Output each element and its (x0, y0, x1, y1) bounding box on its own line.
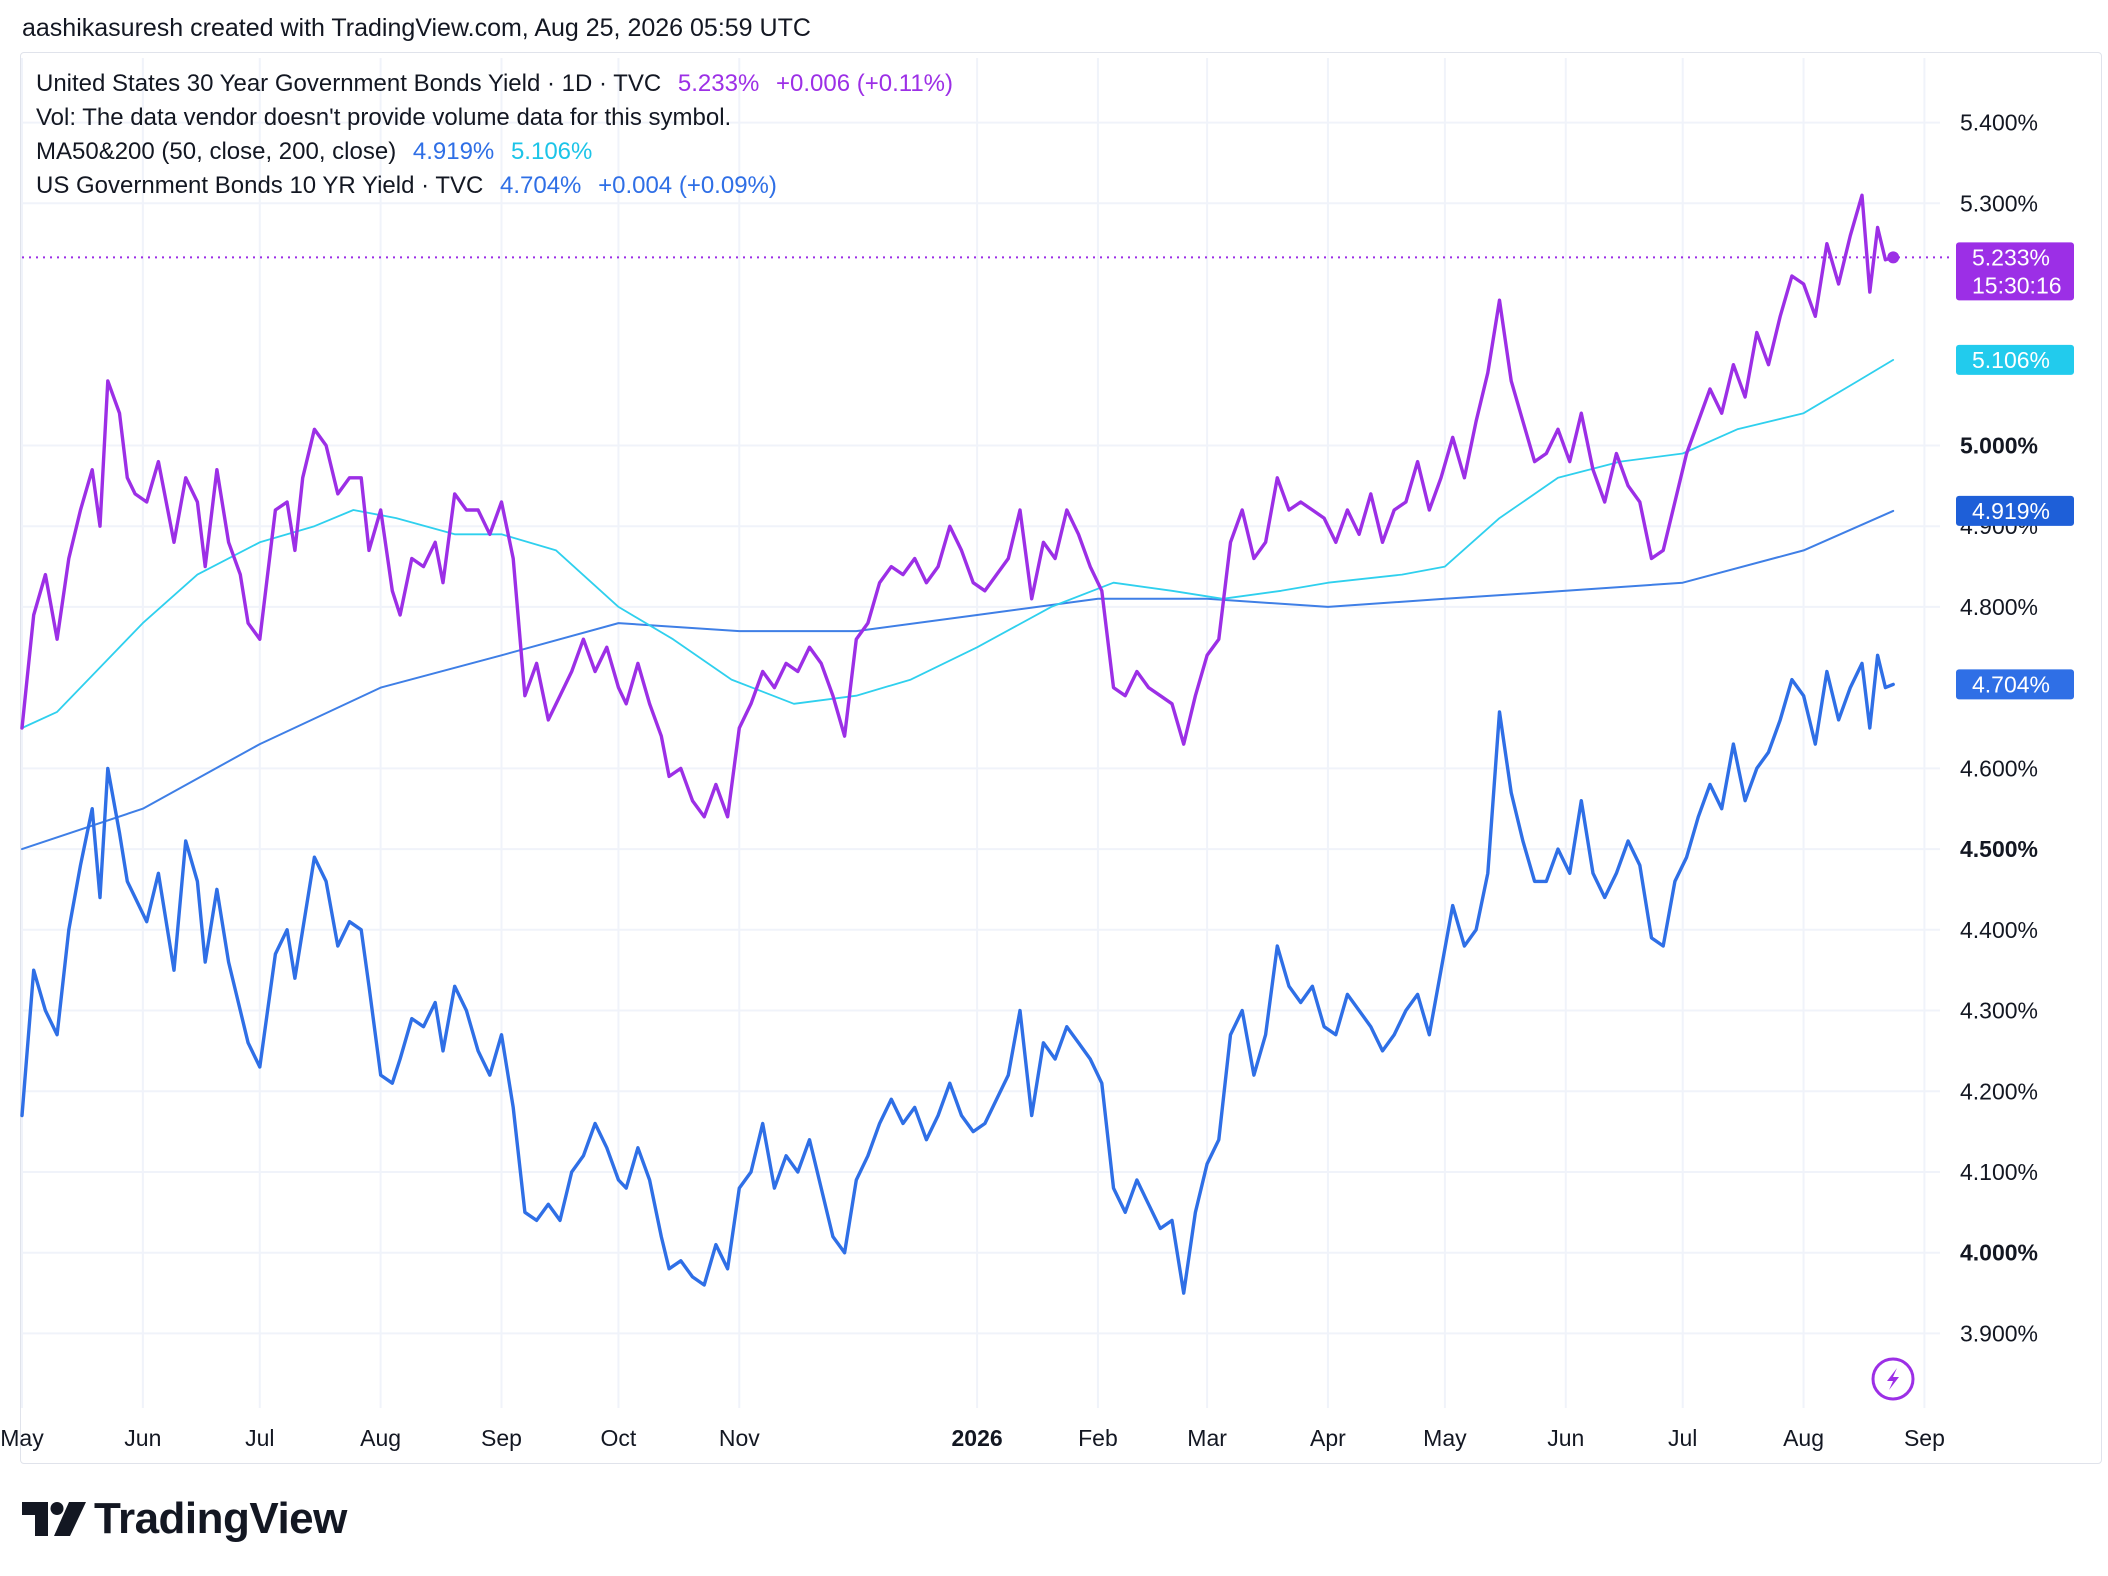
legend-ma-value-1: 4.919% (412, 138, 495, 165)
legend-main-name: United States 30 Year Government Bonds Y… (36, 70, 662, 97)
last-price-marker (1887, 251, 1900, 264)
y-tick-label: 3.900% (1960, 1320, 2038, 1346)
y-tick-label: 5.400% (1960, 110, 2038, 136)
y-tick-label: 4.300% (1960, 998, 2038, 1024)
badge-us10-text: 4.704% (1972, 671, 2050, 697)
x-tick-label: Jul (1668, 1425, 1697, 1451)
price-badges: 5.233%15:30:16 5.106% 4.919% 4.704% (1956, 242, 2074, 700)
y-tick-label: 4.000% (1960, 1240, 2038, 1266)
legend-volume[interactable]: Vol: The data vendor doesn't provide vol… (36, 104, 741, 132)
x-tick-label: Jun (124, 1425, 161, 1451)
legend-ma-name: MA50&200 (50, close, 200, close) (36, 138, 397, 165)
badge-ma200-text: 4.919% (1972, 498, 2050, 524)
legend-compare-name: US Government Bonds 10 YR Yield · TVC (36, 172, 484, 199)
tradingview-brand: TradingView (94, 1494, 347, 1543)
legend-ma[interactable]: MA50&200 (50, close, 200, close) 4.919% … (36, 138, 602, 166)
badge-ma50[interactable]: 5.106% (1956, 344, 2074, 375)
badge-us10[interactable]: 4.704% (1956, 669, 2074, 700)
legend-main-value: 5.233% (677, 70, 760, 97)
x-tick-label: Sep (1904, 1425, 1945, 1451)
legend-compare-series[interactable]: US Government Bonds 10 YR Yield · TVC 4.… (36, 172, 787, 200)
tradingview-logo[interactable]: TradingView (22, 1494, 347, 1544)
x-tick-label: Nov (719, 1425, 760, 1451)
y-tick-label: 4.500% (1960, 836, 2038, 862)
time-axis: May Jun Jul Aug Sep Oct Nov 2026 Feb Mar Apr May Jun… (0, 1425, 1945, 1451)
x-tick-label: Mar (1187, 1425, 1227, 1451)
y-tick-label: 4.100% (1960, 1159, 2038, 1185)
legend-main-change: +0.006 (+0.11%) (775, 70, 953, 97)
series-line-0[interactable] (20, 193, 1895, 819)
x-tick-label: Jun (1547, 1425, 1584, 1451)
x-tick-label: Apr (1310, 1425, 1346, 1451)
y-tick-label: 4.400% (1960, 917, 2038, 943)
y-tick-label: 4.200% (1960, 1078, 2038, 1104)
legend-compare-value: 4.704% (500, 172, 582, 199)
x-tick-label: May (1423, 1425, 1467, 1451)
grid-lines (21, 58, 1940, 1408)
badge-ma50-text: 5.106% (1972, 347, 2050, 373)
badge-last-price-text: 15:30:16 (1972, 272, 2062, 298)
x-tick-label: May (0, 1425, 44, 1451)
y-tick-label: 5.000% (1960, 432, 2038, 458)
x-tick-label: Aug (1783, 1425, 1824, 1451)
series-lines (20, 193, 1952, 1295)
legend-volume-text: Vol: The data vendor doesn't provide vol… (36, 104, 732, 131)
x-tick-label: Aug (360, 1425, 401, 1451)
x-tick-label: Oct (601, 1425, 637, 1451)
chart-frame (20, 52, 2102, 1464)
y-tick-label: 5.300% (1960, 190, 2038, 216)
x-tick-label: Sep (481, 1425, 522, 1451)
legend-ma-value-2: 5.106% (510, 138, 593, 165)
tradingview-logo-icon (22, 1502, 86, 1536)
series-line-1[interactable] (20, 653, 1895, 1295)
x-tick-label: Feb (1078, 1425, 1118, 1451)
badge-last-price[interactable]: 5.233%15:30:16 (1956, 242, 2074, 301)
series-line-3[interactable] (21, 509, 1895, 851)
y-tick-label: 4.800% (1960, 594, 2038, 620)
chart-credit: aashikasuresh created with TradingView.c… (22, 14, 811, 42)
x-tick-label: 2026 (952, 1425, 1003, 1451)
chart-canvas[interactable]: 5.400%5.300%5.000%4.900%4.800%4.600%4.50… (0, 0, 2108, 1470)
flash-icon[interactable] (1871, 1357, 1915, 1401)
x-tick-label: Jul (245, 1425, 274, 1451)
y-tick-label: 4.600% (1960, 755, 2038, 781)
legend-main-series[interactable]: United States 30 Year Government Bonds Y… (36, 70, 963, 98)
legend-compare-change: +0.004 (+0.09%) (598, 172, 777, 199)
badge-ma200[interactable]: 4.919% (1956, 495, 2074, 526)
badge-last-price-text: 5.233% (1972, 244, 2050, 270)
price-axis: 5.400%5.300%5.000%4.900%4.800%4.600%4.50… (1960, 110, 2038, 1347)
